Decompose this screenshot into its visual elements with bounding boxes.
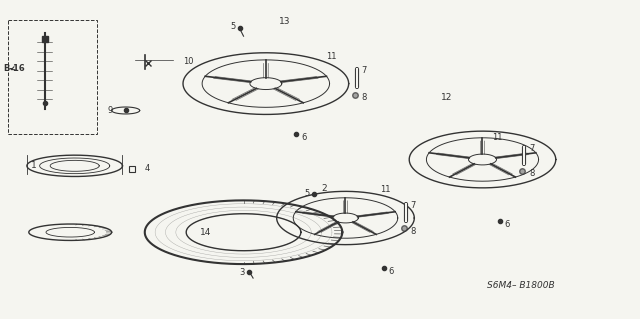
Text: 5: 5 [230, 22, 236, 31]
Text: 13: 13 [278, 18, 290, 26]
Text: 6: 6 [505, 220, 510, 229]
Text: 3: 3 [239, 268, 245, 277]
Text: 6: 6 [301, 133, 307, 143]
Text: 8: 8 [362, 93, 367, 102]
Text: 7: 7 [410, 201, 416, 210]
Text: 14: 14 [200, 228, 212, 237]
Text: 8: 8 [410, 227, 416, 236]
Text: 8: 8 [529, 169, 534, 178]
Text: 6: 6 [389, 267, 394, 276]
Text: 2: 2 [321, 184, 327, 193]
Text: B-16: B-16 [3, 64, 25, 73]
Text: 5: 5 [304, 189, 309, 198]
Text: 10: 10 [183, 57, 193, 66]
Text: 12: 12 [441, 93, 452, 102]
Text: 11: 11 [381, 185, 391, 194]
Text: S6M4– B1800B: S6M4– B1800B [487, 281, 554, 291]
Text: 9: 9 [108, 106, 113, 115]
Text: 1: 1 [31, 161, 36, 170]
Text: 11: 11 [492, 133, 502, 142]
Text: 4: 4 [145, 164, 150, 173]
Text: 7: 7 [529, 144, 534, 153]
Text: 11: 11 [326, 52, 337, 61]
Text: 7: 7 [362, 66, 367, 76]
